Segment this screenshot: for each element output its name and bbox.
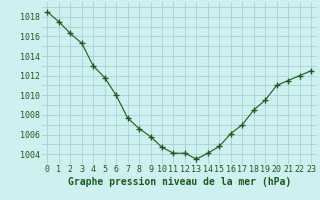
X-axis label: Graphe pression niveau de la mer (hPa): Graphe pression niveau de la mer (hPa) <box>68 177 291 187</box>
